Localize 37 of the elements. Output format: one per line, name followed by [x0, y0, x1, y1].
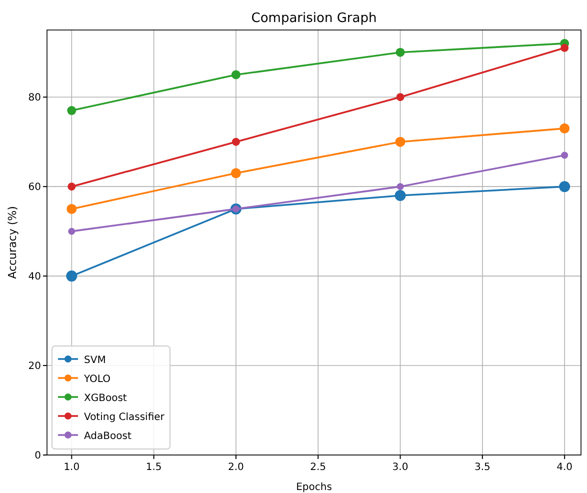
point [68, 182, 76, 191]
y-tick-label: 60 [28, 182, 41, 194]
point [66, 204, 77, 214]
point [232, 138, 240, 146]
x-tick-label: 1.5 [146, 462, 162, 473]
x-tick-label: 2.0 [228, 462, 244, 473]
point [560, 123, 570, 134]
point [68, 228, 76, 235]
legend-label: Voting Classifier [84, 412, 166, 423]
point [66, 270, 78, 282]
legend-label: SVM [84, 355, 106, 366]
x-axis-title: Epochs [296, 482, 332, 493]
x-tick-label: 3.5 [474, 462, 490, 473]
y-tick-label: 40 [28, 272, 41, 283]
legend-label: XGBoost [84, 393, 127, 404]
y-tick-label: 0 [34, 450, 41, 462]
x-tick-label: 1.0 [64, 462, 80, 473]
point [559, 181, 570, 192]
point [230, 168, 241, 178]
x-tick-label: 2.5 [310, 462, 326, 473]
x-tick-label: 3.0 [392, 462, 408, 473]
y-tick-label: 80 [28, 92, 41, 104]
chart-title: Comparision Graph [251, 11, 377, 26]
point [231, 70, 240, 80]
y-tick-label: 20 [28, 361, 41, 372]
point [395, 136, 406, 147]
y-axis-title: Accuracy (%) [6, 206, 19, 279]
legend-label: AdaBoost [84, 431, 132, 442]
point [560, 44, 569, 52]
point [396, 93, 404, 102]
point [67, 106, 76, 116]
legend-label: YOLO [83, 374, 111, 385]
x-tick-label: 4.0 [556, 462, 573, 473]
point [396, 183, 404, 190]
point [561, 152, 568, 159]
point [394, 190, 406, 202]
point [396, 48, 405, 57]
